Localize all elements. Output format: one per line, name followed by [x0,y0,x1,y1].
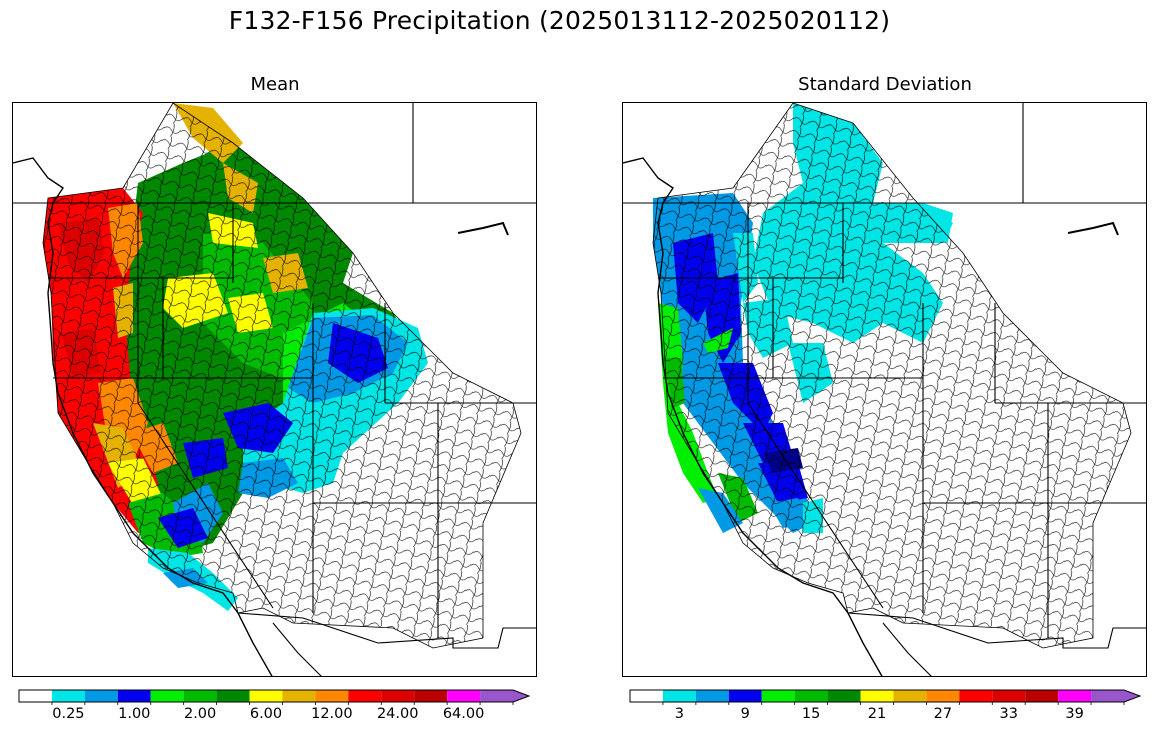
mean-colorbar-labels: 0.25 1.00 2.00 6.00 12.00 24.00 64.00 [19,706,531,728]
mean-colorbar-swatch [117,690,151,702]
mean-colorbar-swatch [414,690,448,702]
stddev-colorbar-swatch [827,690,861,702]
stddev-colorbar-swatch [992,690,1026,702]
mean-colorbar-tick-label: 1.00 [118,706,151,722]
stddev-colorbar-outline [629,689,1142,703]
stddev-colorbar: 3 9 15 21 27 33 39 [629,689,1142,728]
mean-colorbar-tick-label: 2.00 [183,706,217,722]
stddev-colorbar-labels: 3 9 15 21 27 33 39 [630,706,1142,728]
stddev-colorbar-tick-label: 33 [999,706,1018,722]
stddev-colorbar-tick-label: 39 [1065,706,1084,722]
stddev-colorbar-swatch [630,690,663,702]
mean-colorbar-swatch [348,690,382,702]
stddev-colorbar-swatch [794,690,828,702]
mean-colorbar-swatch [381,690,415,702]
mean-colorbar-tick-label: 0.25 [52,706,85,722]
stddev-colorbar-swatch [1091,690,1140,702]
mean-colorbar-swatch [19,690,52,702]
stddev-colorbar-swatch [860,690,894,702]
stddev-colorbar-swatch [662,690,696,702]
mean-colorbar-tick-label: 12.00 [311,706,353,722]
panel-title-stddev: Standard Deviation [798,74,972,95]
mean-colorbar-swatch [282,690,316,702]
mean-colorbar-tick-label: 64.00 [442,706,485,722]
mean-colorbar-tick-label: 24.00 [376,706,419,722]
mean-colorbar-swatch [150,690,184,702]
mean-precip-fill [42,103,522,649]
stddev-colorbar-swatch [1058,690,1092,702]
stddev-colorbar-swatches [629,689,1142,705]
stddev-colorbar-swatch [728,690,762,702]
stddev-colorbar-swatch [893,690,927,702]
mean-map [12,102,537,677]
mean-colorbar-tick-label: 6.00 [249,706,283,722]
mean-colorbar-swatch [249,690,283,702]
mean-colorbar: 0.25 1.00 2.00 6.00 12.00 24.00 64.00 [18,689,531,728]
stddev-colorbar-tick-label: 9 [740,706,750,722]
stddev-precip-fill [652,103,1132,649]
mean-state-borders [13,103,536,676]
stddev-state-borders [623,103,1146,676]
mean-colorbar-swatch [447,690,481,702]
stddev-colorbar-swatch [926,690,960,702]
mean-colorbar-outline [18,689,531,703]
stddev-colorbar-tick-label: 27 [933,706,953,722]
stddev-colorbar-tick-label: 21 [867,706,887,722]
mean-colorbar-swatch [216,690,250,702]
mean-colorbar-swatch [480,690,529,702]
mean-colorbar-swatch [84,690,118,702]
stddev-colorbar-swatch [695,690,729,702]
mean-colorbar-swatch [51,690,85,702]
stddev-map [622,102,1147,677]
stddev-colorbar-tick-label: 3 [674,706,685,722]
mean-colorbar-swatch [183,690,217,702]
mean-colorbar-swatch [315,690,349,702]
stddev-colorbar-swatch [1025,690,1059,702]
mean-colorbar-swatches [18,689,531,705]
figure-title: F132-F156 Precipitation (2025013112-2025… [228,6,891,35]
stddev-colorbar-tick-label: 15 [801,706,821,722]
stddev-colorbar-swatch [959,690,993,702]
panel-title-mean: Mean [250,74,300,95]
stddev-colorbar-swatch [761,690,795,702]
